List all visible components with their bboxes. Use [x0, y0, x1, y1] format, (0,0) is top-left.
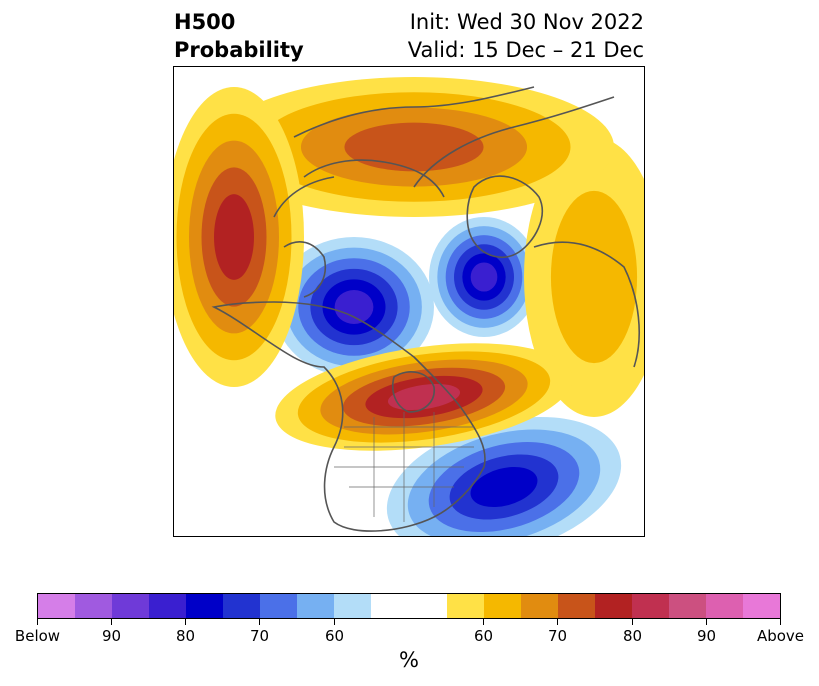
- land-outline: [211, 86, 640, 532]
- state-lines: [334, 412, 474, 522]
- colorbar-tick: [185, 619, 186, 625]
- contour-level-80: [214, 194, 254, 280]
- colorbar-tick: [483, 619, 484, 625]
- anomaly-below-5: [429, 217, 539, 337]
- colorbar-tick: [780, 619, 781, 625]
- anomaly-above-0: [174, 87, 304, 387]
- colorbar-tick: [706, 619, 707, 625]
- colorbar-segment: [484, 594, 522, 618]
- colorbar-segment: [595, 594, 633, 618]
- colorbar-segment: [447, 594, 485, 618]
- colorbar-segment: [74, 594, 112, 618]
- contour-level-65: [550, 190, 638, 364]
- title-product: Probability: [174, 38, 304, 62]
- colorbar-segment: [743, 594, 780, 618]
- colorbar: [37, 593, 781, 619]
- colorbar-segment: [185, 594, 223, 618]
- map-canvas: [174, 77, 644, 536]
- colorbar-segment: [706, 594, 743, 618]
- colorbar-segment: [111, 594, 149, 618]
- contour-level-75: [344, 122, 484, 172]
- colorbar-tick: [37, 619, 38, 625]
- colorbar-tick: [111, 619, 112, 625]
- colorbar-segment: [333, 594, 371, 618]
- contour-level-85: [387, 383, 461, 411]
- probability-map: [173, 66, 645, 537]
- colorbar-tick: [632, 619, 633, 625]
- title-block-right: Init: Wed 30 Nov 2022 Valid: 15 Dec – 21…: [408, 8, 644, 64]
- colorbar-tick-label: Above: [756, 627, 805, 645]
- colorbar-segment: [222, 594, 260, 618]
- colorbar-segment: [296, 594, 334, 618]
- title-block-left: H500 Probability: [174, 8, 304, 64]
- colorbar-segment: [370, 594, 409, 618]
- colorbar-segment: [521, 594, 559, 618]
- colorbar-segment: [632, 594, 670, 618]
- anomaly-above-1: [275, 343, 573, 451]
- colorbar-unit-label: %: [399, 648, 419, 672]
- contour-level-80: [470, 466, 538, 508]
- colorbar-tick-label: 60: [324, 627, 345, 645]
- colorbar-tick-label: 70: [547, 627, 568, 645]
- anomaly-above-3: [524, 137, 644, 417]
- title-variable: H500: [174, 10, 236, 34]
- contour-level-85: [470, 262, 498, 292]
- colorbar-tick: [259, 619, 260, 625]
- colorbar-tick-label: 60: [473, 627, 494, 645]
- anomaly-below-6: [386, 416, 622, 536]
- contour-level-85: [334, 290, 374, 324]
- colorbar-segment: [38, 594, 75, 618]
- colorbar-tick-label: 90: [696, 627, 717, 645]
- colorbar-segment: [558, 594, 596, 618]
- colorbar-tick-label: 80: [622, 627, 643, 645]
- colorbar-segment: [408, 594, 448, 618]
- colorbar-tick-label: 80: [175, 627, 196, 645]
- valid-period: Valid: 15 Dec – 21 Dec: [407, 38, 644, 62]
- init-time: Init: Wed 30 Nov 2022: [409, 10, 644, 34]
- colorbar-tick-label: 70: [249, 627, 270, 645]
- colorbar-segment: [148, 594, 186, 618]
- colorbar-segment: [669, 594, 707, 618]
- colorbar-segment: [259, 594, 297, 618]
- colorbar-tick: [334, 619, 335, 625]
- colorbar-tick-label: Below: [14, 627, 61, 645]
- colorbar-tick-label: 90: [101, 627, 122, 645]
- colorbar-tick: [557, 619, 558, 625]
